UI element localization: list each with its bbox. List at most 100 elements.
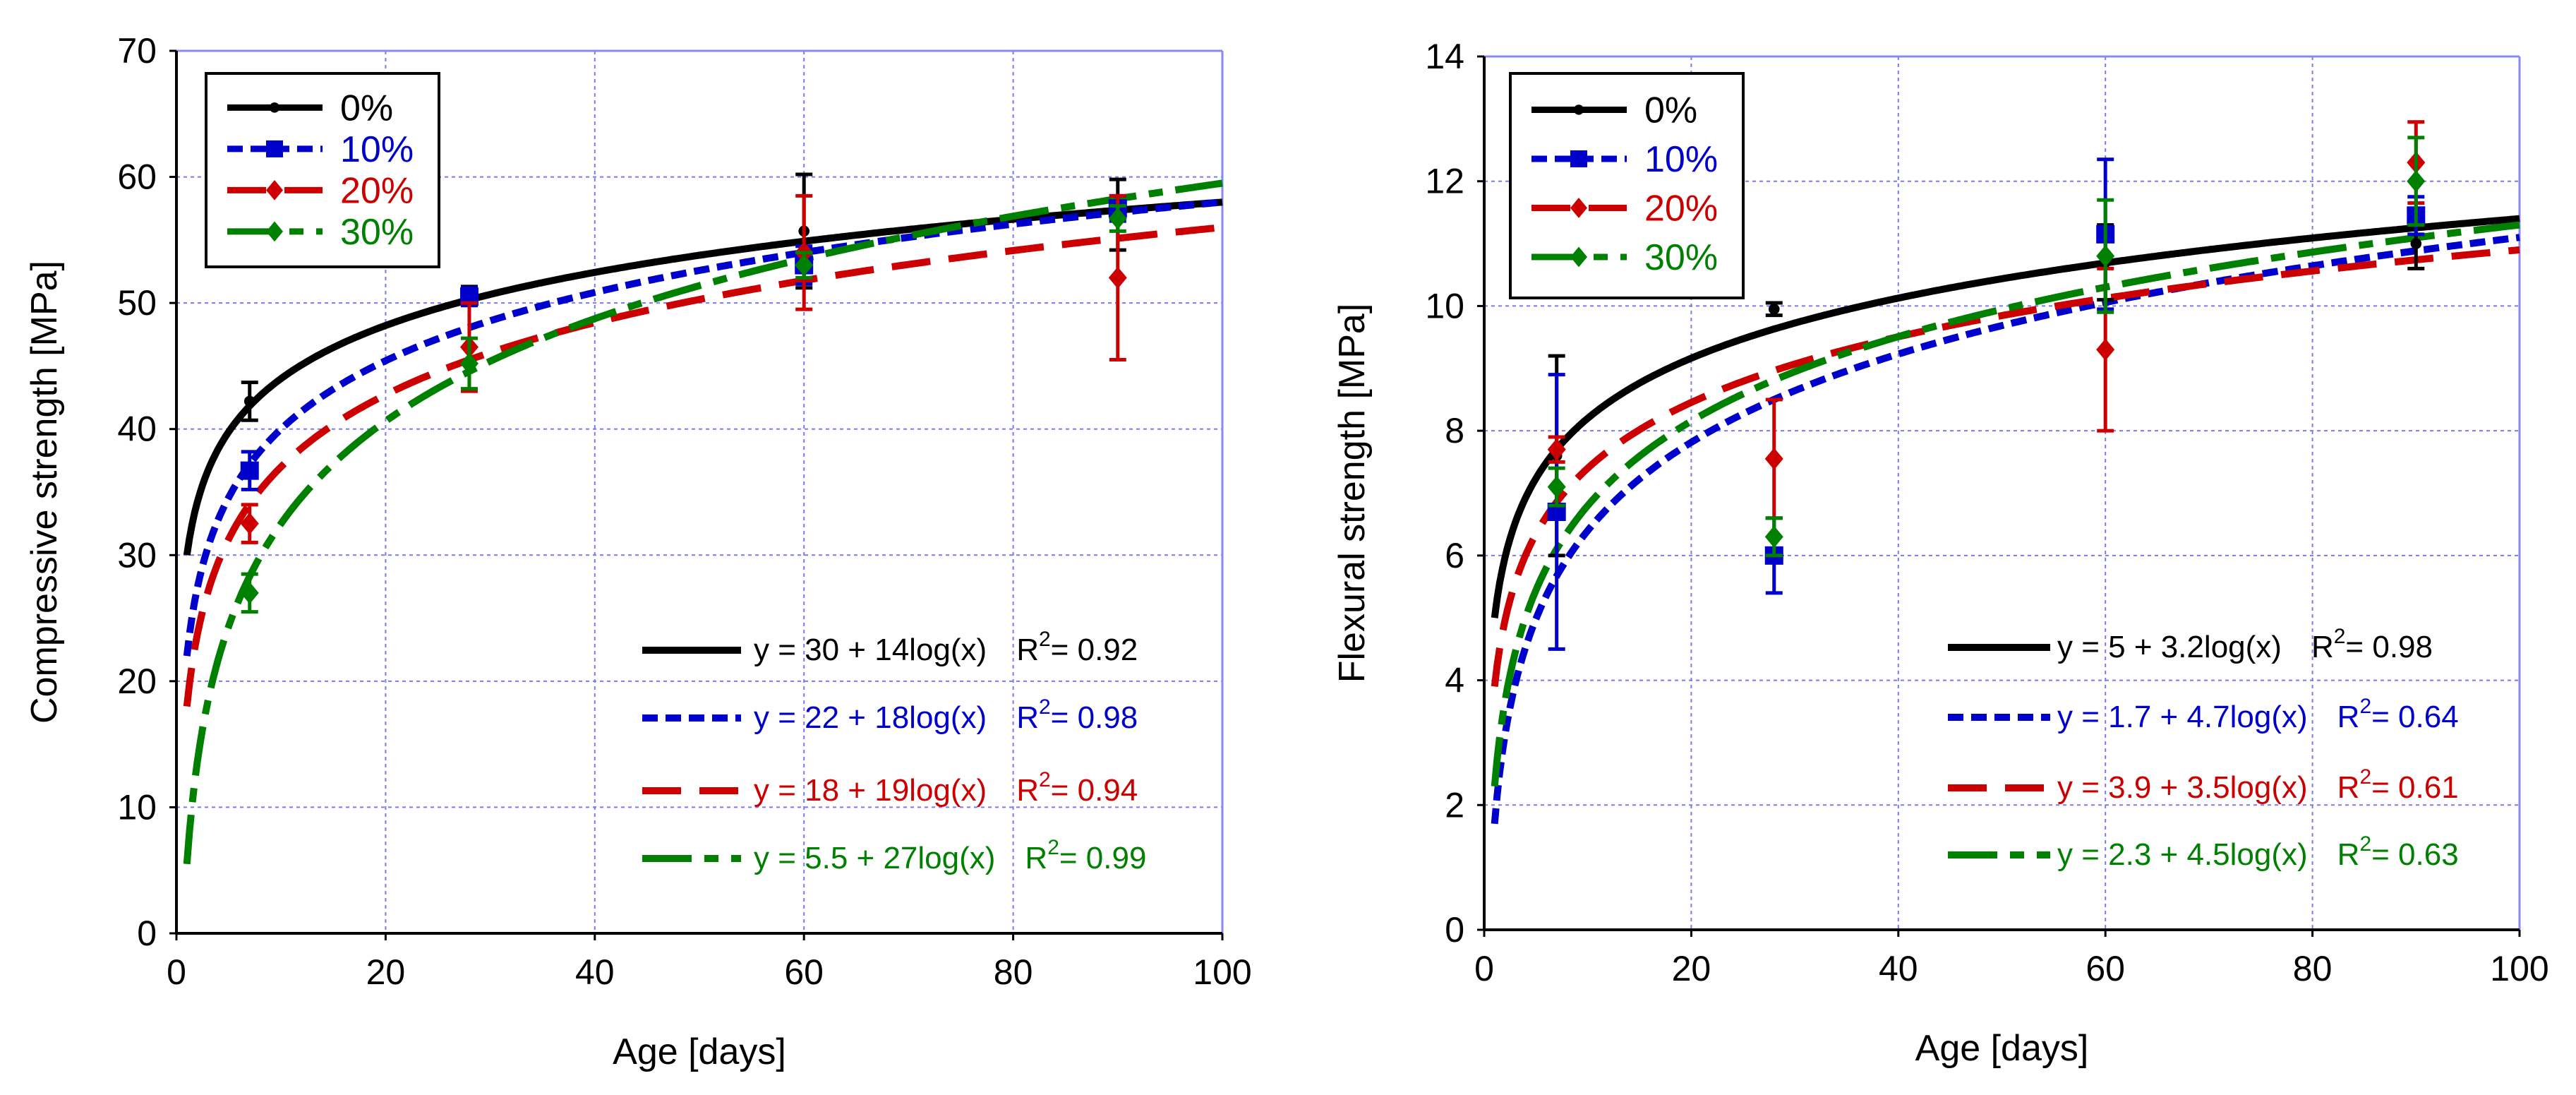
compressive-legend-marker: [266, 140, 283, 157]
r2-value: = 0.92: [1051, 633, 1138, 667]
flexural-y-tick-label: 6: [1445, 536, 1464, 575]
flexural-legend-label: 0%: [1644, 90, 1697, 131]
flexural-x-axis-label: Age [days]: [1915, 1028, 2089, 1069]
flexural-y-tick-label: 8: [1445, 411, 1464, 450]
compressive-data-point: [459, 352, 479, 375]
compressive-data-point: [795, 253, 814, 277]
fit-equation-text: y = 5 + 3.2log(x): [2057, 630, 2282, 664]
compressive-data-point: [243, 395, 255, 407]
r2-superscript: 2: [1047, 836, 1059, 859]
flexural-y-tick-label: 4: [1445, 661, 1464, 700]
compressive-legend: 0%10%20%30%: [205, 72, 440, 268]
flexural-data-point: [1768, 304, 1780, 315]
flexural-data-point: [2096, 338, 2115, 361]
compressive-fit-equation: y = 22 + 18log(x) R2= 0.98: [754, 695, 1138, 735]
r2-superscript: 2: [2359, 765, 2371, 789]
fit-equation-text: y = 2.3 + 4.5log(x): [2057, 837, 2308, 872]
compressive-legend-label: 30%: [340, 212, 414, 253]
r2-value: = 0.64: [2371, 700, 2459, 734]
compressive-fit-curve-20pct: [183, 224, 1223, 707]
r2-label: R: [1016, 633, 1039, 667]
flexural-y-tick-label: 0: [1445, 910, 1464, 950]
flexural-data-point: [2407, 170, 2426, 193]
compressive-legend-label: 0%: [340, 88, 393, 128]
fit-equation-text: y = 22 + 18log(x): [754, 700, 987, 735]
flexural-chart: 0 20 40 60 80 100 0 2 4 6 8 10 12 14 Age [days] Flexura…: [1332, 37, 2549, 1069]
flexural-x-tick-label: 20: [1672, 949, 1711, 988]
compressive-fit-curve-0pct: [183, 198, 1223, 556]
flexural-fit-annotation: y = 5 + 3.2log(x) R2= 0.98: [1948, 625, 2433, 664]
compressive-y-tick-label: 30: [117, 535, 157, 575]
flexural-fit-annotation: y = 1.7 + 4.7log(x) R2= 0.64: [1948, 695, 2459, 734]
fit-equation-text: y = 1.7 + 4.7log(x): [2057, 700, 2308, 734]
compressive-fit-equation: y = 5.5 + 27log(x) R2= 0.99: [754, 836, 1146, 875]
flexural-legend-marker: [1570, 150, 1587, 167]
compressive-x-tick-label: 40: [575, 952, 615, 992]
compressive-y-tick-label: 60: [117, 157, 157, 197]
flexural-x-tick-label: 40: [1879, 949, 1918, 988]
compressive-legend-marker: [266, 179, 283, 201]
flexural-y-tick-label: 10: [1425, 286, 1464, 325]
flexural-fit-annotation: y = 2.3 + 4.5log(x) R2= 0.63: [1948, 832, 2459, 872]
compressive-fit-equation: y = 18 + 19log(x) R2= 0.94: [754, 768, 1138, 808]
flexural-y-tick-label: 12: [1425, 162, 1464, 201]
fit-equation-text: y = 3.9 + 3.5log(x): [2057, 770, 2308, 805]
r2-superscript: 2: [1039, 628, 1051, 651]
flexural-x-tick-label: 100: [2490, 949, 2548, 988]
r2-value: = 0.61: [2371, 770, 2459, 805]
r2-superscript: 2: [2359, 695, 2371, 718]
compressive-fit-annotation: y = 30 + 14log(x) R2= 0.92: [642, 628, 1138, 667]
flexural-y-axis-label: Flexural strength [MPa]: [1332, 304, 1373, 683]
compressive-fit-annotation: y = 22 + 18log(x) R2= 0.98: [642, 695, 1138, 735]
compressive-legend-label: 20%: [340, 170, 414, 211]
r2-superscript: 2: [1039, 768, 1051, 791]
r2-value: = 0.63: [2371, 837, 2459, 872]
r2-label: R: [1016, 773, 1039, 808]
flexural-fit-equation: y = 2.3 + 4.5log(x) R2= 0.63: [2057, 832, 2459, 872]
r2-label: R: [2311, 630, 2334, 664]
flexural-x-tick-label: 80: [2293, 949, 2333, 988]
flexural-fit-annotation: y = 3.9 + 3.5log(x) R2= 0.61: [1948, 765, 2459, 805]
flexural-legend-label: 10%: [1644, 139, 1718, 180]
r2-label: R: [1016, 700, 1039, 735]
compressive-y-tick-label: 10: [117, 787, 157, 827]
r2-label: R: [2337, 770, 2360, 805]
r2-value: = 0.98: [2345, 630, 2433, 664]
compressive-x-tick-label: 0: [167, 952, 186, 992]
compressive-chart: 0 20 40 60 80 100 0 10 20 30 40 50 60 70 Age [days] Com…: [24, 31, 1252, 1072]
compressive-data-point: [1108, 266, 1127, 289]
r2-superscript: 2: [1039, 695, 1051, 719]
compressive-data-point: [240, 582, 259, 604]
compressive-x-tick-label: 60: [784, 952, 824, 992]
compressive-x-tick-label: 80: [994, 952, 1033, 992]
compressive-fit-equation: y = 30 + 14log(x) R2= 0.92: [754, 628, 1138, 667]
compressive-fit-annotation: y = 5.5 + 27log(x) R2= 0.99: [642, 836, 1146, 875]
flexural-legend-marker: [1570, 246, 1587, 268]
flexural-series-30pct: [1547, 136, 2426, 558]
flexural-data-point: [1547, 438, 1566, 461]
compressive-x-tick-label: 20: [366, 952, 406, 992]
compressive-y-axis-label: Compressive strength [MPa]: [24, 261, 65, 724]
fit-equation-text: y = 5.5 + 27log(x): [754, 841, 995, 875]
r2-superscript: 2: [2334, 625, 2346, 648]
flexural-fit-curve-0pct: [1491, 215, 2520, 618]
r2-value: = 0.98: [1051, 700, 1138, 735]
flexural-data-point: [1547, 476, 1566, 498]
compressive-data-point: [240, 513, 259, 535]
flexural-fit-equation: y = 5 + 3.2log(x) R2= 0.98: [2057, 625, 2433, 664]
compressive-series-30pct: [240, 204, 1127, 614]
r2-label: R: [2337, 837, 2360, 872]
r2-value: = 0.99: [1059, 841, 1147, 875]
compressive-fit-curve-10pct: [183, 198, 1223, 657]
compressive-legend-label: 10%: [340, 129, 414, 170]
flexural-y-tick-label: 14: [1425, 37, 1464, 76]
compressive-data-point: [240, 461, 259, 480]
r2-label: R: [1025, 841, 1047, 875]
flexural-x-tick-label: 60: [2086, 949, 2125, 988]
fit-equation-text: y = 30 + 14log(x): [754, 633, 987, 667]
compressive-y-tick-label: 70: [117, 31, 157, 71]
compressive-y-tick-label: 40: [117, 409, 157, 449]
flexural-fit-curve-30pct: [1491, 221, 2520, 787]
flexural-legend: 0% 10% 20% 30%: [1509, 72, 1745, 299]
